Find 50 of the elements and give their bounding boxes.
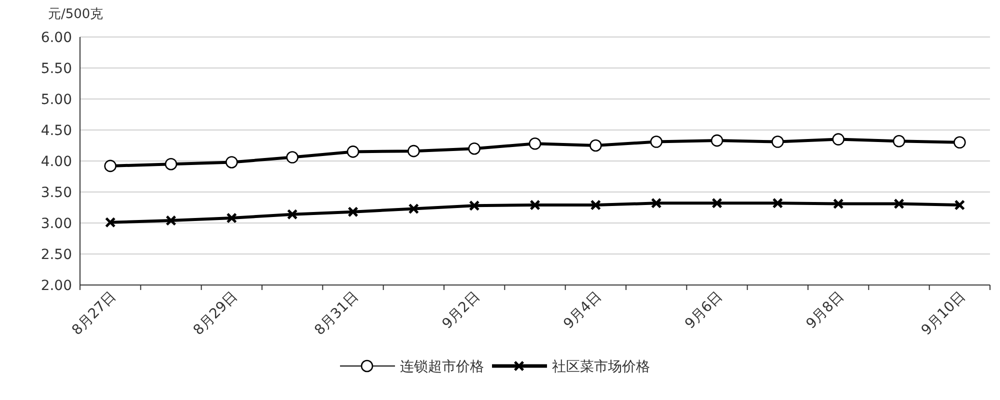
point — [590, 200, 601, 210]
point — [226, 156, 238, 168]
point — [408, 204, 419, 214]
point — [772, 136, 784, 148]
point — [894, 198, 904, 209]
point — [954, 200, 965, 210]
point — [710, 134, 724, 147]
y-tick-label: 6.00 — [40, 30, 72, 46]
point — [892, 135, 906, 148]
x-tick-label: 9月4日 — [560, 288, 604, 332]
y-tick-label: 3.50 — [40, 185, 72, 201]
x-tick-label: 8月31日 — [312, 288, 362, 339]
y-tick-label: 4.00 — [40, 154, 72, 170]
point — [833, 198, 844, 209]
x-tick-label: 9月6日 — [682, 288, 726, 332]
point — [772, 198, 783, 208]
point — [650, 136, 662, 148]
x-tick-label: 9月10日 — [918, 288, 968, 339]
point — [104, 160, 116, 172]
x-tick-label: 8月27日 — [69, 288, 120, 339]
x-tick-label: 8月29日 — [190, 288, 240, 339]
point — [954, 136, 966, 149]
legend-label: 社区菜市场价格 — [552, 359, 650, 375]
legend-label: 连锁超市价格 — [400, 359, 484, 375]
point — [651, 198, 662, 208]
point — [832, 133, 844, 146]
point — [348, 206, 358, 217]
point — [226, 213, 237, 224]
point — [105, 217, 116, 228]
point — [469, 200, 480, 211]
point — [712, 198, 722, 208]
y-tick-label: 5.50 — [40, 61, 72, 77]
point — [528, 137, 542, 150]
point — [590, 139, 602, 152]
y-tick-label: 5.00 — [40, 92, 72, 108]
point — [166, 216, 176, 226]
point — [346, 146, 360, 158]
y-tick-label: 3.00 — [40, 216, 72, 232]
y-tick-label: 2.00 — [40, 278, 72, 294]
point — [287, 209, 298, 220]
point — [530, 200, 540, 210]
point — [408, 144, 420, 158]
point — [164, 158, 178, 170]
x-tick-label: 9月2日 — [439, 288, 484, 332]
y-axis-title: 元/500克 — [48, 7, 104, 22]
point — [286, 151, 298, 164]
y-tick-label: 4.50 — [40, 123, 72, 139]
y-tick-label: 2.50 — [40, 247, 72, 263]
x-tick-label: 9月8日 — [803, 288, 848, 332]
point — [468, 142, 480, 155]
